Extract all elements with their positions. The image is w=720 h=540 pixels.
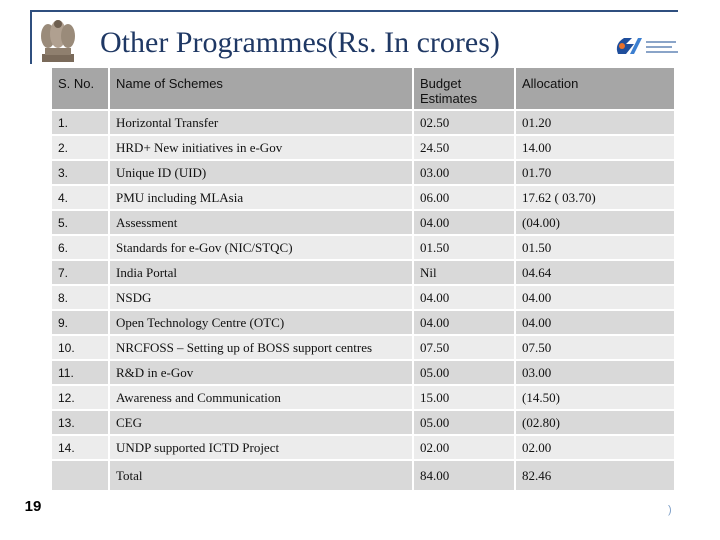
cell-scheme-name: PMU including MLAsia bbox=[108, 184, 414, 211]
national-emblem-icon bbox=[36, 16, 80, 64]
cell-budget-estimate: 06.00 bbox=[412, 184, 516, 211]
cell-sno: 4. bbox=[50, 184, 110, 211]
table-row: 14. UNDP supported ICTD Project 02.00 02… bbox=[50, 434, 676, 461]
cell-sno: 13. bbox=[50, 409, 110, 436]
cell-allocation: 04.64 bbox=[514, 259, 676, 286]
cell-budget-estimate: 04.00 bbox=[412, 284, 516, 311]
column-header-budget-estimates: Budget Estimates bbox=[412, 66, 516, 111]
slide-title: Other Programmes(Rs. In crores) bbox=[100, 26, 500, 59]
cell-scheme-name: NRCFOSS – Setting up of BOSS support cen… bbox=[108, 334, 414, 361]
cell-allocation: 02.00 bbox=[514, 434, 676, 461]
cell-sno: 6. bbox=[50, 234, 110, 261]
cell-scheme-name: Unique ID (UID) bbox=[108, 159, 414, 186]
cell-sno bbox=[50, 459, 110, 492]
cell-allocation: 04.00 bbox=[514, 284, 676, 311]
cell-scheme-name: HRD+ New initiatives in e-Gov bbox=[108, 134, 414, 161]
cell-budget-estimate: 07.50 bbox=[412, 334, 516, 361]
table-row: 1. Horizontal Transfer 02.50 01.20 bbox=[50, 109, 676, 136]
cell-scheme-name: Standards for e-Gov (NIC/STQC) bbox=[108, 234, 414, 261]
cell-allocation: 07.50 bbox=[514, 334, 676, 361]
cell-budget-estimate: 05.00 bbox=[412, 359, 516, 386]
cell-budget-estimate: 02.00 bbox=[412, 434, 516, 461]
cell-budget-estimate: 04.00 bbox=[412, 209, 516, 236]
cell-budget-estimate: 02.50 bbox=[412, 109, 516, 136]
cell-budget-estimate: 04.00 bbox=[412, 309, 516, 336]
table-row: 11. R&D in e-Gov 05.00 03.00 bbox=[50, 359, 676, 386]
cell-allocation: 04.00 bbox=[514, 309, 676, 336]
cell-scheme-name: India Portal bbox=[108, 259, 414, 286]
schemes-table: S. No. Name of Schemes Budget Estimates … bbox=[50, 66, 676, 492]
table-row: 13. CEG 05.00 (02.80) bbox=[50, 409, 676, 436]
cell-total-allocation: 82.46 bbox=[514, 459, 676, 492]
frame-left-rule bbox=[30, 10, 32, 64]
table-total-row: Total 84.00 82.46 bbox=[50, 459, 676, 492]
cell-budget-estimate: 01.50 bbox=[412, 234, 516, 261]
cell-allocation: 03.00 bbox=[514, 359, 676, 386]
frame-top-rule bbox=[30, 10, 678, 12]
cell-sno: 7. bbox=[50, 259, 110, 286]
cell-sno: 5. bbox=[50, 209, 110, 236]
cell-budget-estimate: Nil bbox=[412, 259, 516, 286]
table-row: 12. Awareness and Communication 15.00 (1… bbox=[50, 384, 676, 411]
table-row: 10. NRCFOSS – Setting up of BOSS support… bbox=[50, 334, 676, 361]
cell-sno: 12. bbox=[50, 384, 110, 411]
cell-sno: 10. bbox=[50, 334, 110, 361]
table-row: 9. Open Technology Centre (OTC) 04.00 04… bbox=[50, 309, 676, 336]
cell-scheme-name: Open Technology Centre (OTC) bbox=[108, 309, 414, 336]
cell-scheme-name: CEG bbox=[108, 409, 414, 436]
table-row: 3. Unique ID (UID) 03.00 01.70 bbox=[50, 159, 676, 186]
table-row: 5. Assessment 04.00 (04.00) bbox=[50, 209, 676, 236]
cell-total-label: Total bbox=[108, 459, 414, 492]
slide-number: 19 bbox=[24, 498, 42, 515]
cell-scheme-name: Assessment bbox=[108, 209, 414, 236]
cell-allocation: (04.00) bbox=[514, 209, 676, 236]
table-row: 2. HRD+ New initiatives in e-Gov 24.50 1… bbox=[50, 134, 676, 161]
egov-logo-icon bbox=[612, 32, 682, 60]
column-header-scheme-name: Name of Schemes bbox=[108, 66, 414, 111]
cell-scheme-name: UNDP supported ICTD Project bbox=[108, 434, 414, 461]
footer-edge-text: ) bbox=[668, 504, 672, 516]
cell-sno: 14. bbox=[50, 434, 110, 461]
cell-budget-estimate: 15.00 bbox=[412, 384, 516, 411]
cell-sno: 1. bbox=[50, 109, 110, 136]
table-row: 7. India Portal Nil 04.64 bbox=[50, 259, 676, 286]
cell-scheme-name: Awareness and Communication bbox=[108, 384, 414, 411]
cell-allocation: 01.50 bbox=[514, 234, 676, 261]
cell-allocation: 01.70 bbox=[514, 159, 676, 186]
cell-allocation: 14.00 bbox=[514, 134, 676, 161]
table-row: 6. Standards for e-Gov (NIC/STQC) 01.50 … bbox=[50, 234, 676, 261]
cell-allocation: 01.20 bbox=[514, 109, 676, 136]
cell-allocation: (02.80) bbox=[514, 409, 676, 436]
cell-sno: 9. bbox=[50, 309, 110, 336]
cell-scheme-name: R&D in e-Gov bbox=[108, 359, 414, 386]
table-header-row: S. No. Name of Schemes Budget Estimates … bbox=[50, 66, 676, 111]
cell-scheme-name: NSDG bbox=[108, 284, 414, 311]
cell-sno: 8. bbox=[50, 284, 110, 311]
column-header-sno: S. No. bbox=[50, 66, 110, 111]
cell-sno: 3. bbox=[50, 159, 110, 186]
cell-sno: 11. bbox=[50, 359, 110, 386]
cell-scheme-name: Horizontal Transfer bbox=[108, 109, 414, 136]
cell-allocation: (14.50) bbox=[514, 384, 676, 411]
cell-total-budget-estimate: 84.00 bbox=[412, 459, 516, 492]
cell-budget-estimate: 05.00 bbox=[412, 409, 516, 436]
cell-budget-estimate: 24.50 bbox=[412, 134, 516, 161]
cell-budget-estimate: 03.00 bbox=[412, 159, 516, 186]
cell-allocation: 17.62 ( 03.70) bbox=[514, 184, 676, 211]
table-row: 4. PMU including MLAsia 06.00 17.62 ( 03… bbox=[50, 184, 676, 211]
table-row: 8. NSDG 04.00 04.00 bbox=[50, 284, 676, 311]
cell-sno: 2. bbox=[50, 134, 110, 161]
column-header-allocation: Allocation bbox=[514, 66, 676, 111]
